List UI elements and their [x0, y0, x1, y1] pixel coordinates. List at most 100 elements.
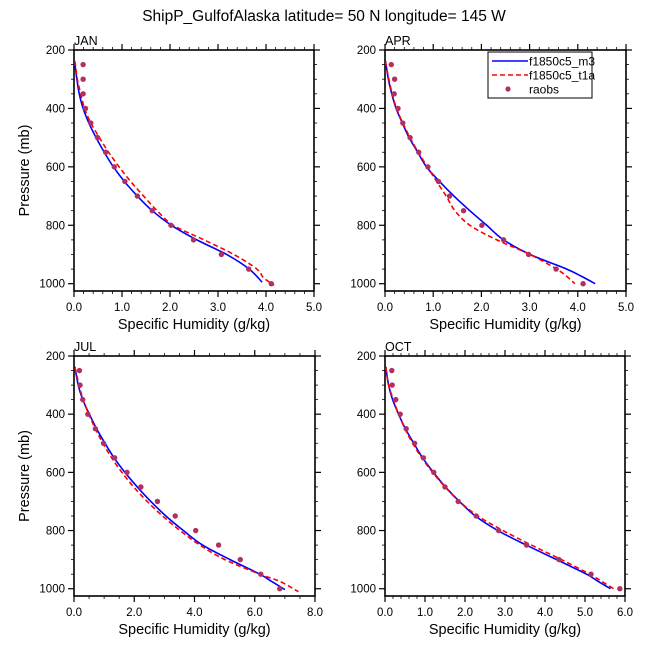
panel-oct: OCT 0.0 1.0 2.0 3.0 4.0 5.0 6.0 200 400 600 800 1000… [350, 340, 633, 638]
raobs-point [237, 556, 243, 563]
raobs-point [76, 367, 83, 374]
x-tick-label: 6.0 [247, 607, 263, 619]
raobs-point [111, 455, 118, 461]
raobs-point [395, 105, 401, 112]
y-tick-label: 600 [357, 467, 376, 479]
raobs-point [391, 76, 398, 82]
panel-apr: APR 0.0 1.0 2.0 3.0 4.0 5.0 200 400 600 800 1000 Spe… [350, 34, 634, 333]
y-tick-label: 600 [46, 467, 65, 479]
series-line-f1850c5_t1a [385, 367, 615, 590]
y-tick-label: 400 [46, 103, 65, 115]
y-tick-label: 400 [46, 409, 65, 421]
raobs-point [407, 134, 413, 141]
y-tick-label: 800 [46, 220, 65, 232]
x-axis-label: Specific Humidity (g/kg) [429, 622, 581, 638]
legend-marker-raobs [505, 86, 511, 92]
legend-label-m3: f1850c5_m3 [529, 55, 595, 69]
raobs-point [425, 164, 431, 170]
x-tick-label: 4.0 [570, 302, 586, 314]
y-tick-label: 1000 [39, 279, 65, 291]
x-tick-label: 2.0 [473, 302, 489, 314]
raobs-point [393, 396, 399, 403]
raobs-point [102, 149, 109, 155]
raobs-point [588, 571, 594, 577]
raobs-point [523, 542, 530, 548]
x-tick-label: 3.0 [210, 302, 226, 314]
figure-title: ShipP_GulfofAlaska latitude= 50 N longit… [142, 8, 506, 25]
raobs-point [397, 411, 403, 417]
y-tick-label: 200 [46, 351, 65, 363]
x-tick-label: 0.0 [66, 302, 82, 314]
x-tick-label: 5.0 [618, 302, 634, 314]
y-tick-label: 200 [357, 351, 376, 363]
raobs-point [268, 280, 274, 287]
raobs-point [190, 237, 197, 243]
panel-title-jul: JUL [74, 340, 96, 354]
raobs-point [388, 61, 394, 68]
raobs-point [580, 280, 586, 287]
raobs-point [411, 440, 418, 446]
plot-frame-apr [384, 49, 627, 292]
raobs-point [134, 193, 141, 199]
raobs-point [94, 134, 101, 141]
panel-title-oct: OCT [385, 340, 412, 354]
raobs-point [154, 498, 161, 505]
y-tick-label: 200 [357, 45, 376, 57]
y-tick-label: 1000 [39, 584, 65, 596]
panel-title-apr: APR [385, 34, 411, 48]
y-axis-label: Pressure (mb) [17, 125, 33, 217]
x-tick-label: 3.0 [497, 607, 513, 619]
x-tick-label: 2.0 [162, 302, 178, 314]
y-tick-label: 600 [357, 162, 376, 174]
raobs-point [473, 513, 479, 519]
raobs-point [525, 251, 532, 258]
raobs-point [85, 411, 91, 417]
panel-title-jan: JAN [74, 34, 98, 48]
raobs-point [82, 105, 89, 112]
x-axis-label: Specific Humidity (g/kg) [118, 622, 270, 638]
raobs-point [400, 120, 406, 126]
series-line-f1850c5_t1a [74, 367, 299, 593]
panel-jan: JAN 0.0 1.0 2.0 3.0 4.0 5.0 200 400 600 800 1000 Spe… [17, 34, 322, 333]
raobs-point [111, 164, 118, 170]
y-tick-label: 1000 [350, 584, 376, 596]
x-tick-label: 0.0 [66, 607, 82, 619]
y-tick-label: 800 [357, 220, 376, 232]
x-tick-label: 8.0 [307, 607, 323, 619]
raobs-point [277, 586, 283, 592]
y-tick-label: 400 [357, 103, 376, 115]
y-tick-label: 200 [46, 45, 65, 57]
y-tick-label: 600 [46, 162, 65, 174]
raobs-point [77, 382, 83, 388]
legend: f1850c5_m3 f1850c5_t1a raobs [487, 51, 595, 99]
raobs-point [80, 76, 86, 82]
x-tick-label: 1.0 [417, 607, 433, 619]
raobs-point [556, 556, 562, 563]
raobs-point [168, 222, 174, 228]
x-tick-label: 5.0 [577, 607, 593, 619]
panel-jul: JUL 0.0 2.0 4.0 6.0 8.0 200 400 600 800 1000 Specif… [17, 340, 323, 638]
raobs-point [149, 207, 155, 214]
raobs-point [246, 266, 252, 272]
raobs-point [80, 91, 86, 97]
x-tick-label: 4.0 [537, 607, 553, 619]
legend-label-raobs: raobs [529, 83, 559, 97]
legend-box [487, 51, 593, 99]
series-line-f1850c5_m3 [74, 60, 263, 283]
raobs-point [495, 527, 502, 534]
raobs-point [403, 426, 409, 432]
x-tick-label: 0.0 [377, 302, 393, 314]
x-tick-label: 6.0 [617, 607, 633, 619]
raobs-point [215, 542, 222, 548]
raobs-point [122, 178, 128, 185]
raobs-point [389, 382, 395, 388]
raobs-point [391, 91, 397, 97]
x-tick-label: 4.0 [187, 607, 203, 619]
raobs-point [138, 484, 144, 490]
raobs-point [124, 469, 130, 476]
x-axis-label: Specific Humidity (g/kg) [429, 317, 581, 333]
legend-label-t1a: f1850c5_t1a [529, 69, 595, 83]
raobs-point [460, 207, 467, 214]
x-tick-label: 5.0 [306, 302, 322, 314]
